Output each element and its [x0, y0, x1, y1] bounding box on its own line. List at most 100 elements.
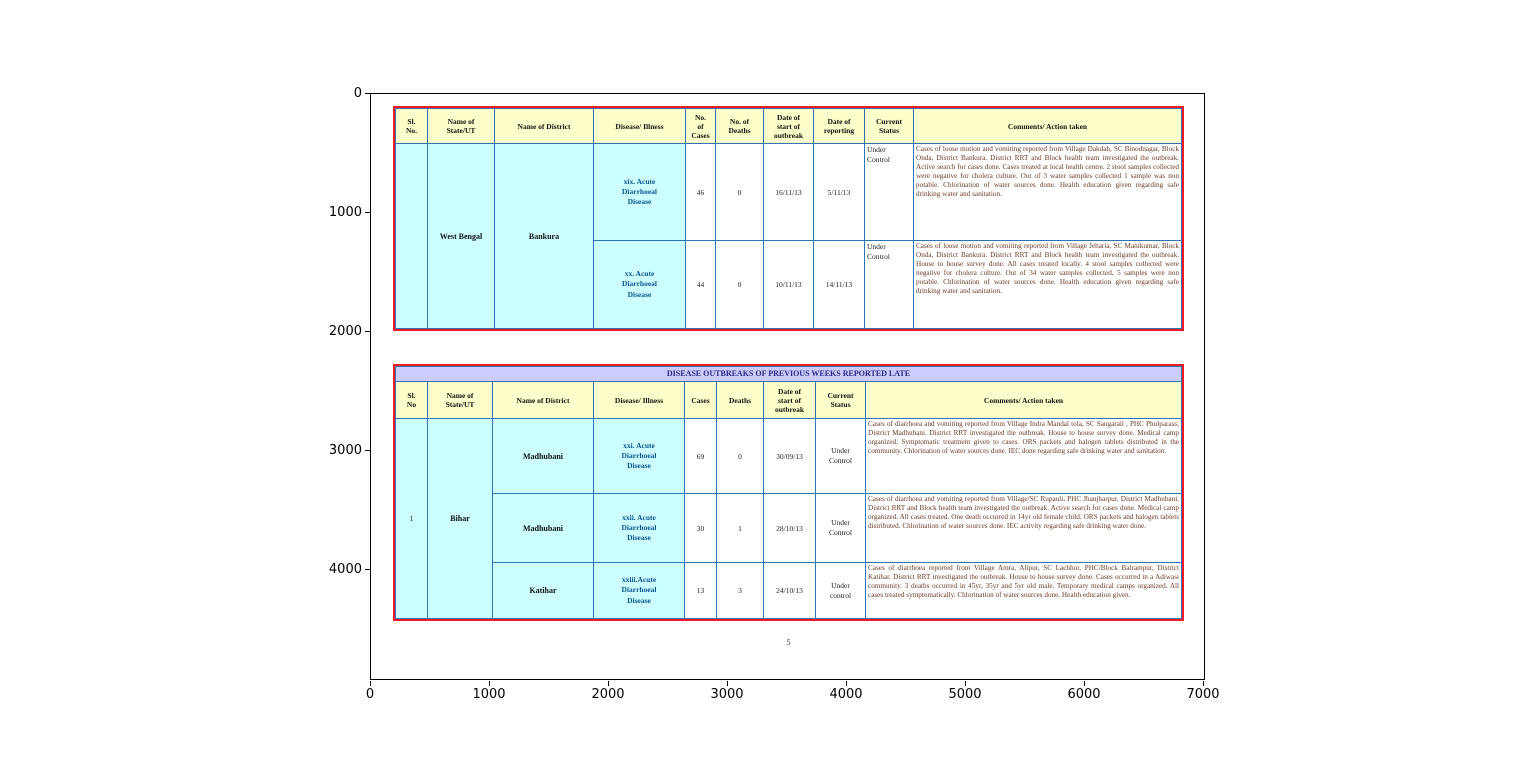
y-tick-label: 3000 [328, 443, 362, 458]
col-header-status: Current Status [815, 381, 866, 419]
col-header-comments: Comments/ Action taken [865, 381, 1182, 419]
comments-cell: Cases of loose motion and vomiting repor… [913, 240, 1182, 329]
start-date-cell: 28/10/13 [763, 493, 816, 563]
col-header-disease: Disease/ Illness [593, 381, 685, 419]
status-cell: Under Control [815, 418, 866, 494]
comments-cell: Cases of loose motion and vomiting repor… [913, 143, 1182, 241]
col-header-state: Name of State/UT [427, 381, 493, 419]
cases-cell: 13 [684, 562, 717, 619]
table-header-row: Sl. No. Name of State/UT Name of Distric… [395, 108, 1182, 144]
col-header-deaths: Deaths [716, 381, 764, 419]
disease-cell: xxii. Acute Diarrhoeal Disease [593, 493, 685, 563]
x-tick-mark [370, 681, 371, 686]
comments-cell: Cases of diarrhoea reported from Village… [865, 562, 1182, 619]
col-header-comments: Comments/ Action taken [913, 108, 1182, 144]
start-date-cell: 16/11/13 [763, 143, 814, 241]
x-tick-mark [846, 681, 847, 686]
sl-no-cell [395, 143, 428, 329]
col-header-cases: No. of Cases [685, 108, 716, 144]
x-tick-label: 4000 [829, 687, 863, 702]
deaths-cell: 1 [716, 493, 764, 563]
table-row: 1 Bihar Madhubani xxi. Acute Diarrhoeal … [395, 418, 1182, 619]
disease-cell: xx. Acute Diarrhoeal Disease [593, 240, 686, 329]
reporting-date-cell: 14/11/13 [813, 240, 865, 329]
col-header-sl-no: Sl. No [395, 381, 428, 419]
col-header-start-date: Date of start of outbreak [763, 108, 814, 144]
outbreak-table-current-frame: Sl. No. Name of State/UT Name of Distric… [393, 106, 1184, 331]
cases-cell: 69 [684, 418, 717, 494]
y-tick-mark [365, 331, 370, 332]
comments-cell: Cases of diarrhoea and vomiting reported… [865, 418, 1182, 494]
sl-no-cell: 1 [395, 418, 428, 619]
cases-cell: 44 [685, 240, 716, 329]
y-tick-mark [365, 212, 370, 213]
x-tick-label: 6000 [1067, 687, 1101, 702]
district-cell: Bankura [494, 143, 594, 329]
cases-cell: 46 [685, 143, 716, 241]
x-tick-mark [965, 681, 966, 686]
col-header-reporting-date: Date of reporting [813, 108, 865, 144]
outbreak-table-late: DISEASE OUTBREAKS OF PREVIOUS WEEKS REPO… [395, 366, 1182, 619]
x-tick-mark [489, 681, 490, 686]
cases-cell: 30 [684, 493, 717, 563]
y-tick-label: 2000 [328, 324, 362, 339]
x-tick-label: 2000 [591, 687, 625, 702]
district-cell: Madhubani [492, 418, 594, 494]
figure-axes: Sl. No. Name of State/UT Name of Distric… [370, 93, 1205, 680]
district-cell: Madhubani [492, 493, 594, 563]
deaths-cell: 0 [716, 418, 764, 494]
col-header-cases: Cases [684, 381, 717, 419]
y-tick-label: 4000 [328, 562, 362, 577]
col-header-deaths: No. of Deaths [715, 108, 764, 144]
table-row: Madhubani xxii. Acute Diarrhoeal Disease… [396, 493, 1182, 563]
outbreak-table-current: Sl. No. Name of State/UT Name of Distric… [395, 108, 1182, 329]
y-tick-label: 1000 [328, 205, 362, 220]
x-tick-mark [1084, 681, 1085, 686]
y-tick-mark [365, 569, 370, 570]
table-title-row: DISEASE OUTBREAKS OF PREVIOUS WEEKS REPO… [395, 366, 1182, 382]
col-header-sl-no: Sl. No. [395, 108, 428, 144]
y-tick-label: 0 [353, 86, 362, 101]
x-tick-label: 1000 [472, 687, 506, 702]
status-cell: Under Control [864, 143, 914, 241]
status-cell: Under Control [864, 240, 914, 329]
x-tick-label: 7000 [1186, 687, 1220, 702]
start-date-cell: 24/10/13 [763, 562, 816, 619]
district-cell: Katihar [492, 562, 594, 619]
table-row: West Bengal Bankura xix. Acute Diarrhoea… [395, 143, 1182, 329]
start-date-cell: 10/11/13 [763, 240, 814, 329]
y-tick-mark [365, 450, 370, 451]
disease-cell: xxi. Acute Diarrhoeal Disease [593, 418, 685, 494]
col-header-disease: Disease/ Illness [593, 108, 686, 144]
status-cell: Under control [815, 562, 866, 619]
outbreak-table-late-frame: DISEASE OUTBREAKS OF PREVIOUS WEEKS REPO… [393, 364, 1184, 621]
state-cell: Bihar [427, 418, 493, 619]
reporting-date-cell: 5/11/13 [813, 143, 865, 241]
comments-cell: Cases of diarrhoea and vomiting reported… [865, 493, 1182, 563]
x-tick-mark [608, 681, 609, 686]
x-tick-label: 3000 [710, 687, 744, 702]
col-header-state: Name of State/UT [427, 108, 495, 144]
table-title: DISEASE OUTBREAKS OF PREVIOUS WEEKS REPO… [395, 366, 1182, 382]
x-tick-mark [727, 681, 728, 686]
col-header-status: Current Status [864, 108, 914, 144]
col-header-start-date: Date of start of outbreak [763, 381, 816, 419]
page-number: 5 [786, 637, 791, 647]
deaths-cell: 0 [715, 143, 764, 241]
x-tick-mark [1203, 681, 1204, 686]
y-tick-mark [365, 93, 370, 94]
x-tick-label: 0 [365, 687, 375, 702]
start-date-cell: 30/09/13 [763, 418, 816, 494]
disease-cell: xix. Acute Diarrhoeal Disease [593, 143, 686, 241]
deaths-cell: 0 [715, 240, 764, 329]
disease-cell: xxiii.Acute Diarrhoeal Disease [593, 562, 685, 619]
col-header-district: Name of District [492, 381, 594, 419]
table-row: Katihar xxiii.Acute Diarrhoeal Disease 1… [396, 562, 1182, 619]
table-row: xx. Acute Diarrhoeal Disease 44 0 10/11/… [396, 240, 1182, 329]
deaths-cell: 3 [716, 562, 764, 619]
status-cell: Under Control [815, 493, 866, 563]
x-tick-label: 5000 [948, 687, 982, 702]
state-cell: West Bengal [427, 143, 495, 329]
col-header-district: Name of District [494, 108, 594, 144]
